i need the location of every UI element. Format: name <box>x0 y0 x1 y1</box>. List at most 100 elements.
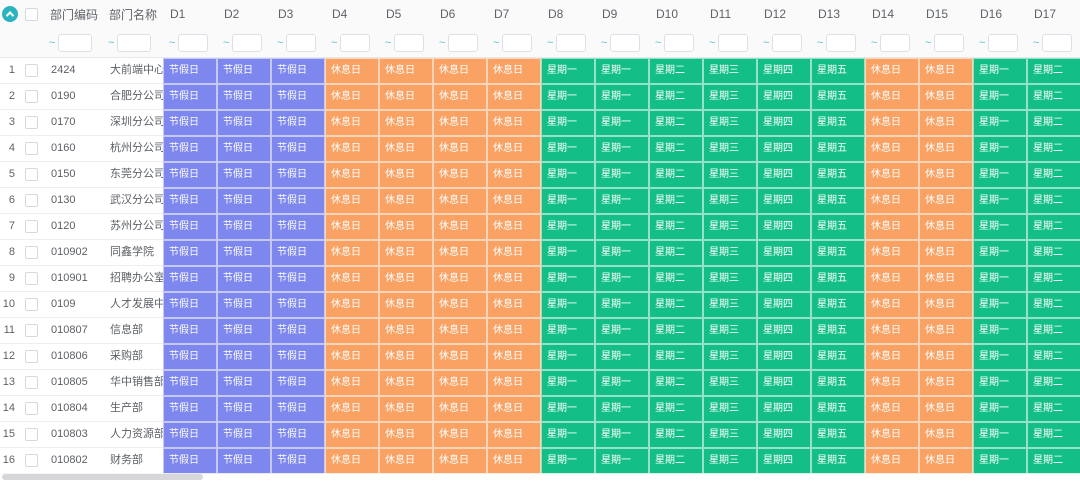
row-checkbox[interactable] <box>25 376 38 389</box>
row-checkbox[interactable] <box>25 168 38 181</box>
day-cell: 星期三 <box>703 136 757 162</box>
day-cell: 节假日 <box>271 318 325 344</box>
day-cell: 星期二 <box>1027 58 1080 84</box>
row-checkbox[interactable] <box>25 64 38 77</box>
filter-cell-day: ~ <box>541 33 595 52</box>
row-checkbox[interactable] <box>25 350 38 363</box>
row-number: 10 <box>0 292 20 318</box>
filter-input-day[interactable] <box>286 33 317 52</box>
day-cell: 星期一 <box>973 240 1027 266</box>
filter-input-day[interactable] <box>178 33 209 52</box>
day-cell: 星期二 <box>649 136 703 162</box>
filter-input-day[interactable] <box>232 33 263 52</box>
filter-input-day[interactable] <box>772 33 803 52</box>
filter-input-day[interactable] <box>610 33 641 52</box>
filter-input-day[interactable] <box>664 33 695 52</box>
day-cell: 星期一 <box>595 188 649 214</box>
day-cell: 节假日 <box>217 240 271 266</box>
row-checkbox[interactable] <box>25 272 38 285</box>
day-cell: 星期一 <box>541 110 595 136</box>
filter-input-day[interactable] <box>988 33 1019 52</box>
day-cell: 星期二 <box>1027 136 1080 162</box>
day-cell: 休息日 <box>379 344 433 370</box>
day-cell: 节假日 <box>217 110 271 136</box>
day-cell: 休息日 <box>865 344 919 370</box>
filter-input-day[interactable] <box>1042 33 1073 52</box>
filter-input-day[interactable] <box>880 33 911 52</box>
filter-input-day[interactable] <box>502 33 533 52</box>
filter-input-day[interactable] <box>340 33 371 52</box>
day-cell: 休息日 <box>865 396 919 422</box>
day-cell: 休息日 <box>379 162 433 188</box>
row-checkbox[interactable] <box>25 246 38 259</box>
column-header-day: D14 <box>865 7 919 21</box>
day-cell: 休息日 <box>487 58 541 84</box>
filter-input-day[interactable] <box>394 33 425 52</box>
row-checkbox[interactable] <box>25 220 38 233</box>
column-header-day: D16 <box>973 7 1027 21</box>
day-cell: 星期四 <box>757 58 811 84</box>
collapse-all-button[interactable] <box>2 6 18 22</box>
day-cell: 休息日 <box>433 162 487 188</box>
row-checkbox[interactable] <box>25 454 38 467</box>
day-cell: 星期一 <box>973 162 1027 188</box>
row-checkbox[interactable] <box>25 298 38 311</box>
dept-code-cell: 010806 <box>43 344 102 370</box>
tilde-prefix: ~ <box>871 36 878 49</box>
column-header-day: D12 <box>757 7 811 21</box>
day-cell: 星期五 <box>811 84 865 110</box>
row-checkbox[interactable] <box>25 194 38 207</box>
day-cell: 休息日 <box>433 58 487 84</box>
day-cell: 休息日 <box>487 266 541 292</box>
horizontal-scrollbar-thumb[interactable] <box>2 474 203 480</box>
row-checkbox-cell <box>20 214 43 240</box>
filter-input-day[interactable] <box>448 33 479 52</box>
filter-input-code[interactable] <box>58 33 93 52</box>
day-cell: 休息日 <box>487 370 541 396</box>
filter-input-day[interactable] <box>718 33 749 52</box>
select-all-checkbox[interactable] <box>25 7 38 21</box>
day-cell: 休息日 <box>919 344 973 370</box>
row-number: 2 <box>0 84 20 110</box>
chevron-up-icon <box>5 11 15 20</box>
filter-input-day[interactable] <box>556 33 587 52</box>
row-checkbox[interactable] <box>25 428 38 441</box>
filter-input-day[interactable] <box>934 33 965 52</box>
row-checkbox[interactable] <box>25 90 38 103</box>
day-cell: 星期一 <box>595 422 649 448</box>
day-cell: 休息日 <box>919 396 973 422</box>
column-header-day-label: D16 <box>980 7 1003 21</box>
day-cell: 星期一 <box>973 448 1027 474</box>
day-cell: 星期一 <box>541 292 595 318</box>
day-cell: 休息日 <box>379 318 433 344</box>
filter-input-day[interactable] <box>826 33 857 52</box>
filter-cell-day: ~ <box>379 33 433 52</box>
day-cell: 星期二 <box>649 448 703 474</box>
row-checkbox-cell <box>20 292 43 318</box>
horizontal-scrollbar-track[interactable] <box>0 473 1080 481</box>
dept-name-cell: 采购部 <box>102 344 163 370</box>
row-checkbox[interactable] <box>25 116 38 129</box>
row-checkbox[interactable] <box>25 402 38 415</box>
day-cell: 休息日 <box>919 162 973 188</box>
day-cell: 星期二 <box>649 84 703 110</box>
filter-input-name[interactable] <box>117 33 152 52</box>
day-cell: 星期二 <box>649 162 703 188</box>
row-checkbox[interactable] <box>25 324 38 337</box>
day-cell: 星期五 <box>811 136 865 162</box>
tilde-prefix: ~ <box>169 36 176 49</box>
day-cell: 星期一 <box>595 448 649 474</box>
column-header-day: D1 <box>163 7 217 21</box>
day-cell: 星期三 <box>703 162 757 188</box>
column-header-day-label: D4 <box>332 7 348 21</box>
day-cell: 星期一 <box>541 188 595 214</box>
day-cell: 星期二 <box>1027 292 1080 318</box>
day-cell: 星期三 <box>703 240 757 266</box>
row-checkbox[interactable] <box>25 142 38 155</box>
day-cell: 休息日 <box>433 422 487 448</box>
day-cell: 星期二 <box>649 188 703 214</box>
day-cell: 休息日 <box>325 344 379 370</box>
filter-cell-day: ~ <box>811 33 865 52</box>
day-cell: 星期三 <box>703 266 757 292</box>
row-checkbox-cell <box>20 58 43 84</box>
